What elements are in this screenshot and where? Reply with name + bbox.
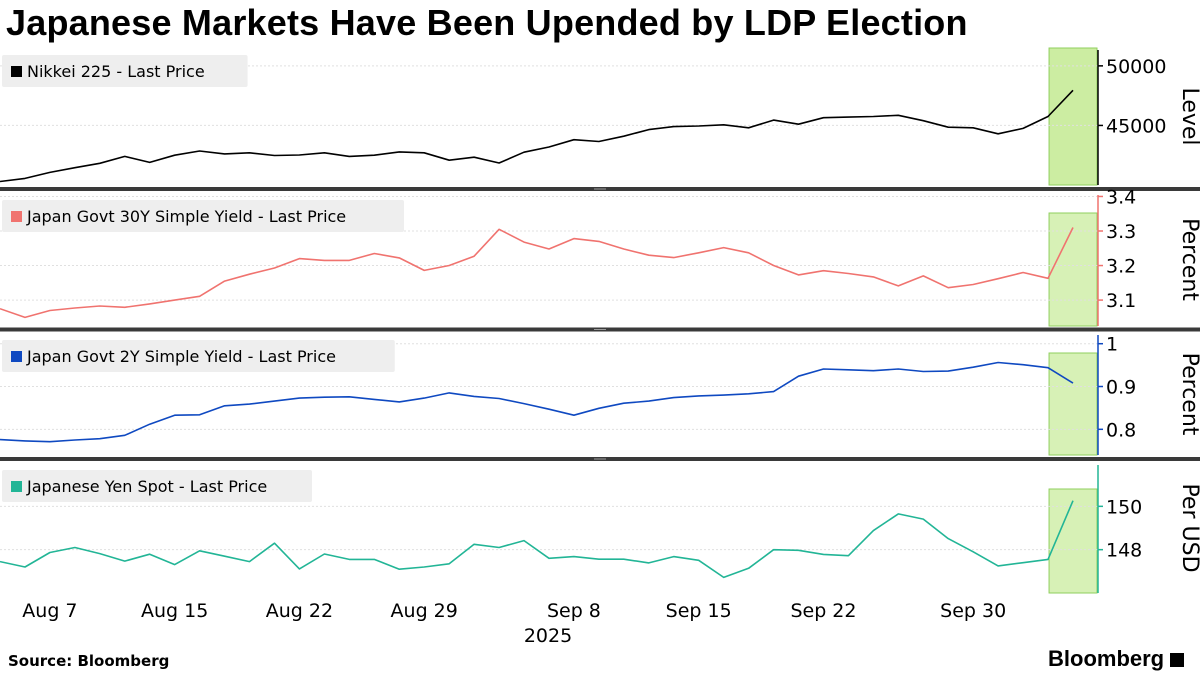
- legend: Japan Govt 2Y Simple Yield - Last Price: [2, 340, 395, 372]
- x-year-label: 2025: [524, 625, 572, 647]
- y-tick-label: 0.8: [1106, 419, 1136, 441]
- y-axis-title: Level: [1177, 87, 1200, 145]
- brand-name: Bloomberg: [1048, 646, 1165, 671]
- legend-label: Japan Govt 30Y Simple Yield - Last Price: [26, 207, 346, 226]
- series-line: [0, 361, 1074, 443]
- brand-logo: Bloomberg: [1048, 646, 1185, 672]
- legend: Japan Govt 30Y Simple Yield - Last Price: [2, 200, 404, 232]
- x-tick-label: Aug 22: [266, 600, 333, 622]
- legend: Nikkei 225 - Last Price: [2, 55, 248, 87]
- source-note: Source: Bloomberg: [8, 652, 170, 670]
- legend-swatch: [11, 481, 22, 492]
- chart-title: Japanese Markets Have Been Upended by LD…: [6, 2, 968, 43]
- x-tick-label: Aug 7: [22, 600, 77, 622]
- bloomberg-terminal-icon: [1170, 653, 1185, 667]
- y-tick-label: 3.4: [1106, 186, 1136, 208]
- highlight-band: [1048, 212, 1098, 327]
- y-tick-label: 150: [1106, 496, 1142, 518]
- legend-swatch: [11, 211, 22, 222]
- y-tick-label: 1: [1106, 334, 1118, 356]
- y-tick-label: 148: [1106, 540, 1142, 562]
- legend-background: [2, 55, 248, 87]
- x-tick-label: Sep 22: [790, 600, 856, 622]
- legend-swatch: [11, 351, 22, 362]
- x-tick-label: Sep 30: [940, 600, 1006, 622]
- y-axis-title: Per USD: [1177, 483, 1200, 572]
- y-tick-label: 50000: [1106, 56, 1166, 78]
- series-line: [0, 227, 1074, 319]
- y-tick-label: 3.2: [1106, 256, 1136, 278]
- legend-swatch: [11, 66, 22, 77]
- legend-label: Nikkei 225 - Last Price: [27, 62, 205, 81]
- y-tick-label: 0.9: [1106, 377, 1136, 399]
- x-tick-label: Aug 29: [391, 600, 458, 622]
- legend-background: [2, 340, 395, 372]
- series-line: [0, 89, 1074, 183]
- y-tick-label: 45000: [1106, 115, 1166, 137]
- series-line: [0, 500, 1074, 579]
- legend-background: [2, 470, 312, 502]
- y-tick-label: 3.3: [1106, 221, 1136, 243]
- highlight-band: [1048, 352, 1098, 456]
- x-tick-label: Sep 8: [547, 600, 601, 622]
- legend: Japanese Yen Spot - Last Price: [2, 470, 312, 502]
- highlight-band: [1048, 47, 1098, 186]
- x-tick-label: Aug 15: [141, 600, 208, 622]
- y-axis-title: Percent: [1177, 218, 1200, 301]
- x-tick-label: Sep 15: [666, 600, 732, 622]
- y-axis-title: Percent: [1177, 353, 1200, 436]
- legend-background: [2, 200, 404, 232]
- y-tick-label: 3.1: [1106, 290, 1136, 312]
- legend-label: Japan Govt 2Y Simple Yield - Last Price: [26, 347, 336, 366]
- legend-label: Japanese Yen Spot - Last Price: [26, 477, 267, 496]
